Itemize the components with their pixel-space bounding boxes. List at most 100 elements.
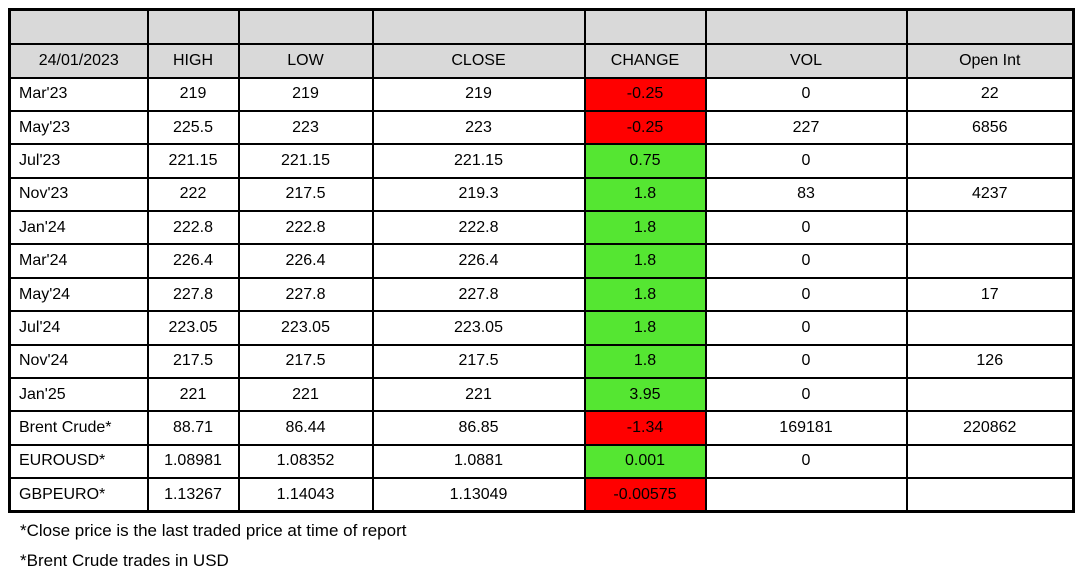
cell-close: 86.85 bbox=[371, 410, 586, 446]
cell-vol bbox=[704, 477, 908, 513]
cell-label: Jan'24 bbox=[8, 210, 149, 246]
cell-high: 88.71 bbox=[146, 410, 240, 446]
footnotes: *Close price is the last traded price at… bbox=[20, 516, 406, 574]
cell-vol: 0 bbox=[704, 443, 908, 480]
spacer-cell bbox=[905, 8, 1075, 45]
cell-high: 222 bbox=[146, 176, 240, 213]
cell-change: 0.001 bbox=[583, 443, 707, 480]
cell-label: Jul'24 bbox=[8, 310, 149, 346]
cell-close: 217.5 bbox=[371, 343, 586, 380]
table-body: Mar'23 219 219 219 -0.25 0 22 May'23 225.5 223 223… bbox=[8, 76, 1075, 513]
cell-low: 226.4 bbox=[237, 243, 374, 279]
table-row: May'23 225.5 223 223 -0.25 227 6856 bbox=[8, 109, 1075, 146]
cell-vol: 0 bbox=[704, 377, 908, 413]
cell-change: -0.25 bbox=[583, 76, 707, 112]
cell-open-int bbox=[905, 310, 1075, 346]
cell-open-int: 6856 bbox=[905, 109, 1075, 146]
column-header-vol: VOL bbox=[704, 42, 908, 79]
cell-change: 3.95 bbox=[583, 377, 707, 413]
cell-close: 227.8 bbox=[371, 276, 586, 313]
spacer-cell bbox=[8, 8, 149, 45]
cell-change: -1.34 bbox=[583, 410, 707, 446]
cell-low: 223.05 bbox=[237, 310, 374, 346]
cell-close: 1.13049 bbox=[371, 477, 586, 513]
cell-close: 223 bbox=[371, 109, 586, 146]
table-row: Jul'24 223.05 223.05 223.05 1.8 0 bbox=[8, 310, 1075, 346]
cell-high: 225.5 bbox=[146, 109, 240, 146]
cell-low: 222.8 bbox=[237, 210, 374, 246]
cell-vol: 0 bbox=[704, 76, 908, 112]
table-row: Nov'24 217.5 217.5 217.5 1.8 0 126 bbox=[8, 343, 1075, 380]
cell-high: 223.05 bbox=[146, 310, 240, 346]
cell-low: 217.5 bbox=[237, 343, 374, 380]
cell-change: 1.8 bbox=[583, 310, 707, 346]
table-row: Jan'25 221 221 221 3.95 0 bbox=[8, 377, 1075, 413]
cell-high: 221 bbox=[146, 377, 240, 413]
spacer-cell bbox=[371, 8, 586, 45]
cell-label: Mar'24 bbox=[8, 243, 149, 279]
cell-high: 221.15 bbox=[146, 143, 240, 179]
cell-close: 222.8 bbox=[371, 210, 586, 246]
cell-close: 219 bbox=[371, 76, 586, 112]
table-row: Jul'23 221.15 221.15 221.15 0.75 0 bbox=[8, 143, 1075, 179]
cell-change: 1.8 bbox=[583, 176, 707, 213]
cell-high: 227.8 bbox=[146, 276, 240, 313]
cell-close: 221 bbox=[371, 377, 586, 413]
cell-open-int bbox=[905, 443, 1075, 480]
cell-change: 0.75 bbox=[583, 143, 707, 179]
cell-vol: 0 bbox=[704, 210, 908, 246]
cell-change: 1.8 bbox=[583, 210, 707, 246]
cell-low: 1.08352 bbox=[237, 443, 374, 480]
cell-low: 86.44 bbox=[237, 410, 374, 446]
futures-price-table: 24/01/2023 HIGH LOW CLOSE CHANGE VOL Ope… bbox=[8, 8, 1075, 514]
cell-high: 1.08981 bbox=[146, 443, 240, 480]
cell-label: GBPEURO* bbox=[8, 477, 149, 513]
cell-open-int: 17 bbox=[905, 276, 1075, 313]
spacer-cell bbox=[146, 8, 240, 45]
cell-open-int bbox=[905, 243, 1075, 279]
cell-close: 226.4 bbox=[371, 243, 586, 279]
column-header-open-int: Open Int bbox=[905, 42, 1075, 79]
cell-change: 1.8 bbox=[583, 276, 707, 313]
column-header-high: HIGH bbox=[146, 42, 240, 79]
cell-open-int bbox=[905, 377, 1075, 413]
cell-close: 1.0881 bbox=[371, 443, 586, 480]
cell-vol: 169181 bbox=[704, 410, 908, 446]
cell-low: 1.14043 bbox=[237, 477, 374, 513]
table-row: Nov'23 222 217.5 219.3 1.8 83 4237 bbox=[8, 176, 1075, 213]
cell-label: Jan'25 bbox=[8, 377, 149, 413]
cell-label: Mar'23 bbox=[8, 76, 149, 112]
column-header-change: CHANGE bbox=[583, 42, 707, 79]
cell-label: Nov'23 bbox=[8, 176, 149, 213]
cell-low: 223 bbox=[237, 109, 374, 146]
cell-label: Brent Crude* bbox=[8, 410, 149, 446]
table-row: May'24 227.8 227.8 227.8 1.8 0 17 bbox=[8, 276, 1075, 313]
cell-open-int: 220862 bbox=[905, 410, 1075, 446]
cell-high: 217.5 bbox=[146, 343, 240, 380]
footnote-brent-crude: *Brent Crude trades in USD bbox=[20, 551, 229, 570]
spacer-row bbox=[8, 8, 1075, 45]
cell-label: Jul'23 bbox=[8, 143, 149, 179]
cell-change: -0.25 bbox=[583, 109, 707, 146]
cell-label: May'23 bbox=[8, 109, 149, 146]
cell-high: 1.13267 bbox=[146, 477, 240, 513]
cell-change: -0.00575 bbox=[583, 477, 707, 513]
cell-high: 219 bbox=[146, 76, 240, 112]
cell-low: 221 bbox=[237, 377, 374, 413]
table-row: Brent Crude* 88.71 86.44 86.85 -1.34 169181 22… bbox=[8, 410, 1075, 446]
cell-high: 222.8 bbox=[146, 210, 240, 246]
table-head: 24/01/2023 HIGH LOW CLOSE CHANGE VOL Ope… bbox=[8, 8, 1075, 79]
cell-vol: 0 bbox=[704, 276, 908, 313]
cell-open-int: 4237 bbox=[905, 176, 1075, 213]
cell-vol: 83 bbox=[704, 176, 908, 213]
cell-change: 1.8 bbox=[583, 343, 707, 380]
cell-open-int: 126 bbox=[905, 343, 1075, 380]
spacer-cell bbox=[704, 8, 908, 45]
spacer-cell bbox=[237, 8, 374, 45]
footnote-close-price: *Close price is the last traded price at… bbox=[20, 521, 407, 540]
table-row: GBPEURO* 1.13267 1.14043 1.13049 -0.00575 bbox=[8, 477, 1075, 513]
cell-open-int bbox=[905, 143, 1075, 179]
cell-vol: 0 bbox=[704, 143, 908, 179]
cell-close: 219.3 bbox=[371, 176, 586, 213]
cell-label: May'24 bbox=[8, 276, 149, 313]
